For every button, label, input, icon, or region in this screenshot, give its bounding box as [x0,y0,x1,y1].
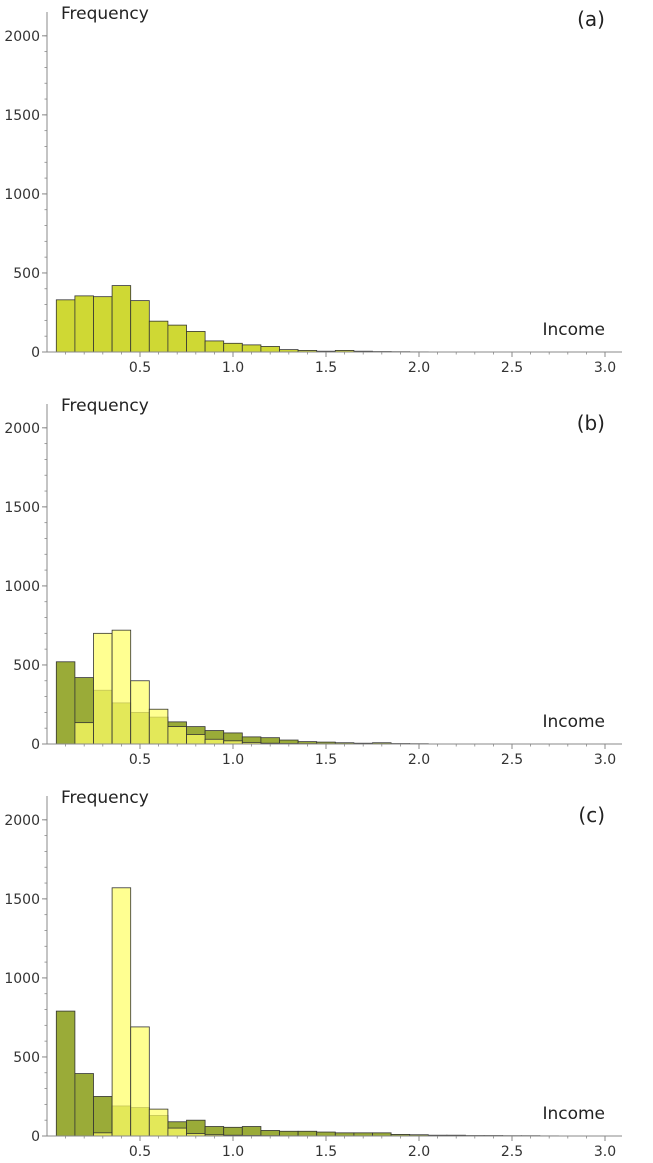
x-tick-label-c: 1.5 [315,1144,337,1160]
bar-b-s2-2 [93,632,113,745]
x-tick-label-a: 1.5 [315,360,337,376]
x-tick-label-a: 0.5 [129,360,151,376]
y-tick-label-b: 500 [13,658,40,674]
bar-c-s2-3 [111,887,132,1137]
y-tick-label-a: 500 [13,266,40,282]
bar-a-s1-9 [223,342,243,353]
x-tick-label-b: 2.0 [408,752,430,768]
x-tick-label-c: 2.5 [501,1144,523,1160]
bar-c-s1-1 [74,1073,94,1137]
bar-b-s2-3 [111,629,132,745]
x-axis-title-c: Income [542,1104,605,1124]
bar-c-s1-2 [93,1096,113,1137]
x-tick-label-c: 3.0 [594,1144,616,1160]
bar-c-s1-13 [297,1130,318,1137]
y-tick-label-b: 2000 [4,421,40,437]
bar-a-s1-10 [241,344,262,353]
bar-c-s1-11 [260,1130,280,1137]
y-axis-title-c: Frequency [61,788,149,808]
x-tick-label-b: 1.0 [222,752,244,768]
x-tick-label-b: 2.5 [501,752,523,768]
bar-a-s1-2 [93,296,113,353]
x-axis-title-a: Income [542,320,605,340]
bar-b-s2-6 [167,726,187,745]
bar-c-s1-10 [241,1126,262,1137]
x-tick-label-b: 3.0 [594,752,616,768]
y-tick-label-c: 1000 [4,971,40,987]
x-tick-label-c: 1.0 [222,1144,244,1160]
bar-a-s1-6 [167,324,187,353]
bar-b-s2-8 [204,738,225,745]
bar-c-s2-5 [148,1108,169,1137]
y-tick-label-c: 0 [31,1129,40,1145]
bar-b-s1-0 [55,661,76,745]
y-tick-label-a: 0 [31,345,40,361]
x-tick-label-a: 3.0 [594,360,616,376]
bar-a-s1-8 [204,340,225,353]
bar-b-s2-4 [130,680,150,745]
bar-a-s1-1 [74,295,94,353]
x-tick-label-a: 1.0 [222,360,244,376]
panel-b: 0.5 1.0 1.5 2.0 2.5 3.0 0 500 1000 1500 2000 Freque… [4,396,622,768]
y-tick-label-c: 2000 [4,813,40,829]
y-tick-label-a: 2000 [4,29,40,45]
bar-a-s1-0 [55,299,76,353]
bar-b-s2-1 [74,722,94,745]
bar-b-s2-5 [148,708,169,745]
panel-c: 0.5 1.0 1.5 2.0 2.5 3.0 0 500 1000 1500 2000 Freque… [4,788,622,1160]
bar-a-s1-7 [186,331,206,353]
y-tick-label-a: 1500 [4,108,40,124]
x-axis-title-b: Income [542,712,605,732]
x-tick-label-a: 2.0 [408,360,430,376]
y-axis-title-a: Frequency [61,4,149,24]
y-tick-label-b: 1500 [4,500,40,516]
x-tick-label-c: 0.5 [129,1144,151,1160]
bar-c-s2-4 [130,1026,150,1137]
bar-a-s1-11 [260,346,280,353]
x-tick-label-b: 1.5 [315,752,337,768]
panel-label-b: (b) [577,411,605,435]
bar-b-s2-7 [186,734,206,745]
panel-label-a: (a) [577,7,605,31]
y-tick-label-c: 500 [13,1050,40,1066]
y-tick-label-c: 1500 [4,892,40,908]
y-tick-label-a: 1000 [4,187,40,203]
y-tick-label-b: 0 [31,737,40,753]
bar-c-s1-0 [55,1010,76,1137]
bar-a-s1-3 [111,285,132,353]
panel-label-c: (c) [578,803,605,827]
bar-a-s1-5 [148,320,169,353]
bar-c-s1-9 [223,1126,243,1137]
x-tick-label-a: 2.5 [501,360,523,376]
x-tick-label-b: 0.5 [129,752,151,768]
bar-a-s1-4 [130,300,150,353]
bar-c-s1-14 [316,1131,336,1137]
x-tick-label-c: 2.0 [408,1144,430,1160]
y-axis-title-b: Frequency [61,396,149,416]
bar-c-s2-6 [167,1127,187,1137]
bar-c-s1-12 [279,1130,299,1137]
panel-a: 0.5 1.0 1.5 2.0 2.5 3.0 0 500 1000 1500 2000 Freque… [4,4,622,376]
y-tick-label-b: 1000 [4,579,40,595]
